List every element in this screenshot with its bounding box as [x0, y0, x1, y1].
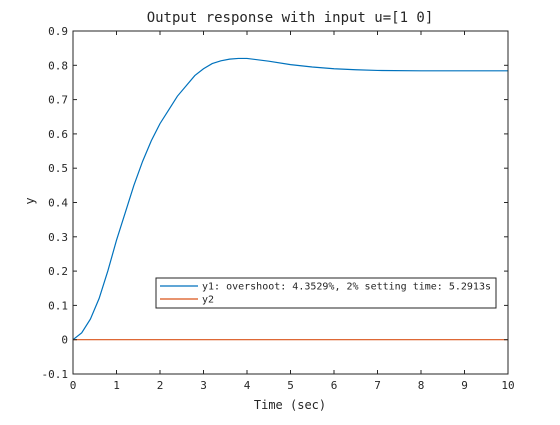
y-tick-label: 0.9: [48, 25, 68, 38]
x-tick-label: 10: [501, 379, 514, 392]
legend: y1: overshoot: 4.3529%, 2% setting time:…: [156, 278, 496, 308]
y-tick-label: 0.3: [48, 231, 68, 244]
x-tick-label: 3: [200, 379, 207, 392]
y-tick-label: 0.8: [48, 59, 68, 72]
chart-title: Output response with input u=[1 0]: [147, 10, 434, 26]
y-tick-label: 0.1: [48, 299, 68, 312]
legend-label-2: y2: [202, 295, 214, 306]
legend-label-1: y1: overshoot: 4.3529%, 2% setting time:…: [202, 282, 491, 293]
y-axis-label: y: [23, 197, 37, 204]
x-tick-label: 4: [244, 379, 251, 392]
y-tick-label: 0.7: [48, 94, 68, 107]
x-tick-label: 9: [461, 379, 468, 392]
x-tick-label: 1: [113, 379, 120, 392]
y-tick-label: 0.6: [48, 128, 68, 141]
y-tick-label: 0: [61, 334, 68, 347]
y-tick-label: 0.5: [48, 162, 68, 175]
x-tick-label: 7: [374, 379, 381, 392]
x-tick-label: 8: [418, 379, 425, 392]
y-tick-label: -0.1: [42, 368, 69, 381]
y-tick-label: 0.2: [48, 265, 68, 278]
x-tick-label: 2: [157, 379, 164, 392]
x-axis-label: Time (sec): [254, 398, 326, 412]
plot-area: [73, 31, 508, 374]
x-tick-label: 0: [70, 379, 77, 392]
x-tick-label: 5: [287, 379, 294, 392]
x-tick-label: 6: [331, 379, 338, 392]
y-tick-label: 0.4: [48, 197, 68, 210]
